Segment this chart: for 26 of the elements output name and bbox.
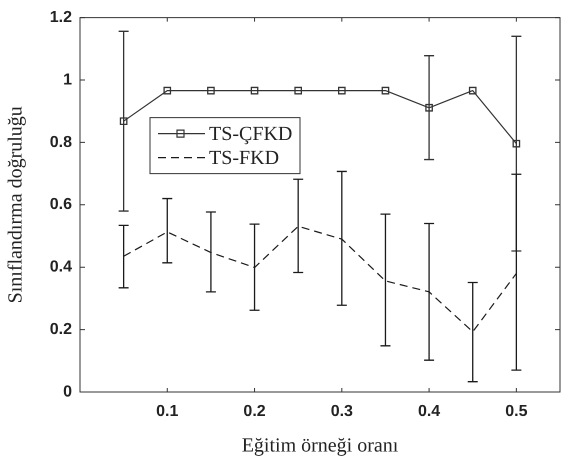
y-tick-label: 1 [63,71,72,88]
y-axis-title: Sınıflandırma doğruluğu [4,106,26,304]
point [163,86,172,94]
x-axis-title: Eğitim örneği oranı [242,434,399,456]
y-tick-label: 0.4 [50,258,72,276]
x-tick-label: 0.4 [418,403,440,420]
point [382,86,390,94]
point [468,86,477,94]
point [250,86,258,94]
point [425,104,433,112]
y-tick-label: 0.2 [50,321,72,338]
x-tick-label: 0.5 [505,403,528,420]
point [120,117,128,126]
y-tick-label: 0.8 [50,134,72,151]
legend-label: TS-ÇFKD [209,122,292,145]
x-tick-label: 0.2 [243,403,266,420]
x-tick-label: 0.1 [156,403,178,420]
point [512,140,520,148]
y-tick-label: 0 [63,383,72,400]
point [207,86,215,94]
x-tick-label: 0.3 [330,403,354,420]
point [338,86,346,94]
legend-label: TS-FKD [209,146,280,169]
point [294,86,302,94]
y-tick-label: 0.6 [50,196,72,214]
y-tick-label: 1.2 [50,9,72,26]
